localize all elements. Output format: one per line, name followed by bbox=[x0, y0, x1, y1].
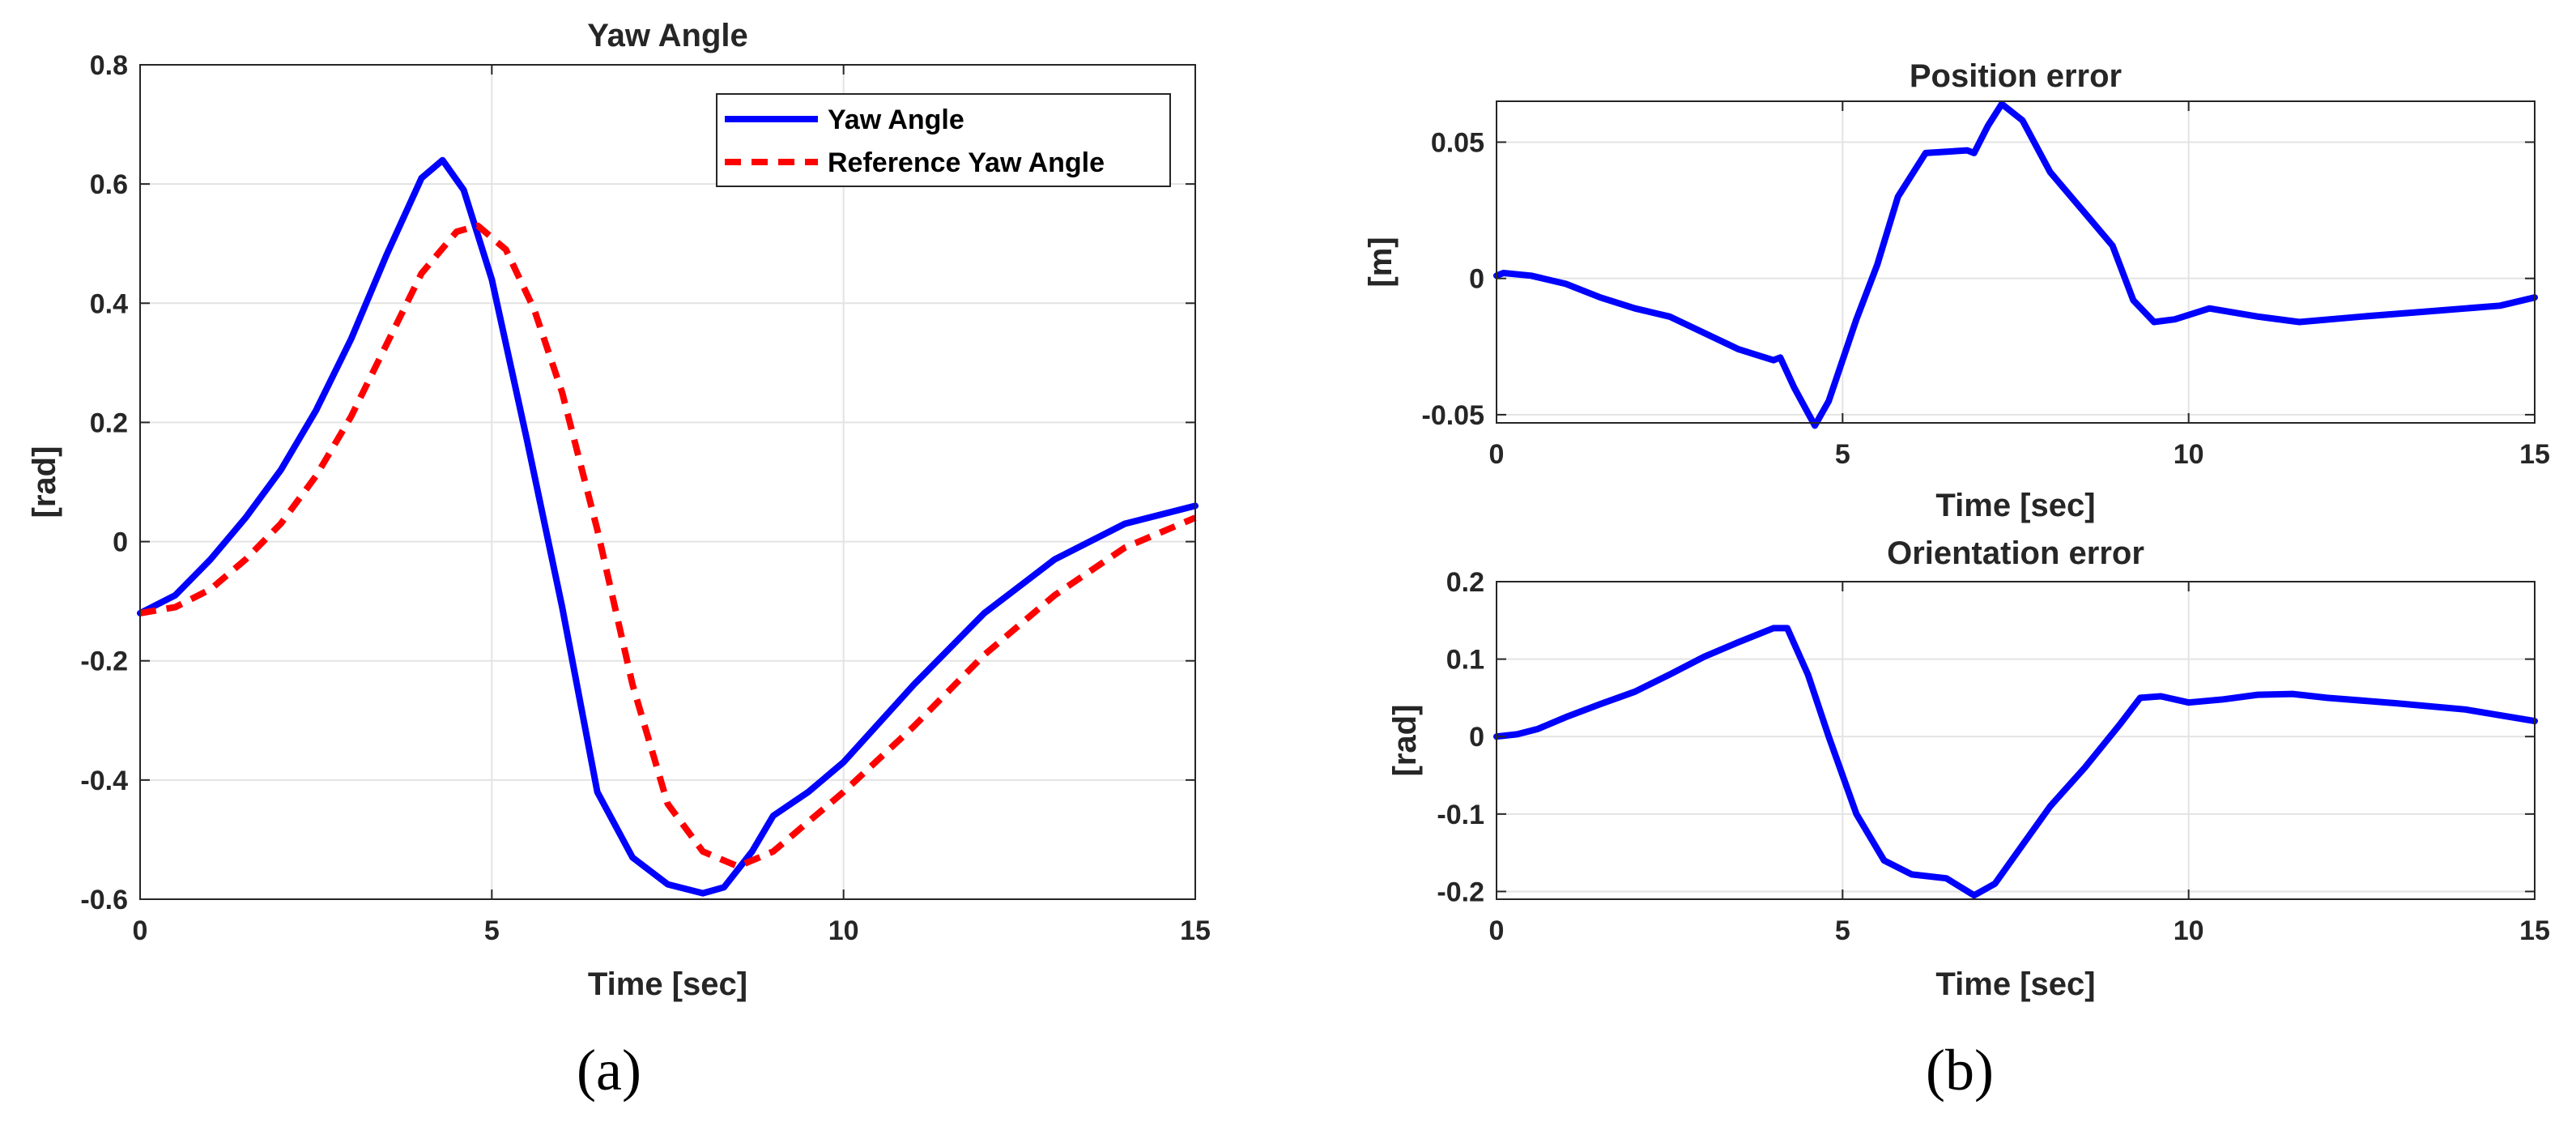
y-tick-label: -0.6 bbox=[80, 885, 128, 915]
y-tick-label: 0 bbox=[1469, 722, 1484, 753]
x-tick-label: 10 bbox=[2174, 439, 2204, 470]
y-tick-label: -0.1 bbox=[1437, 800, 1484, 830]
x-tick-label: 10 bbox=[2174, 915, 2204, 946]
y-tick-label: 0.4 bbox=[90, 288, 128, 319]
x-tick-label: 5 bbox=[1835, 915, 1850, 946]
y-tick-label: 0 bbox=[1469, 264, 1484, 295]
y-axis-label: [rad] bbox=[27, 446, 62, 518]
y-tick-label: 0.8 bbox=[90, 50, 128, 81]
caption-b: (b) bbox=[1926, 1038, 1994, 1103]
caption-a: (a) bbox=[577, 1038, 641, 1103]
y-tick-label: 0.2 bbox=[1446, 567, 1484, 598]
series-yaw-angle-line bbox=[137, 156, 1199, 897]
x-axis-label: Time [sec] bbox=[1935, 966, 2095, 1002]
x-tick-label: 15 bbox=[2519, 439, 2550, 470]
y-tick-label: -0.05 bbox=[1422, 400, 1485, 431]
x-tick-label: 15 bbox=[2519, 915, 2550, 946]
y-tick-label: 0.1 bbox=[1446, 645, 1484, 676]
plot-title: Yaw Angle bbox=[587, 18, 748, 53]
x-axis-label: Time [sec] bbox=[588, 966, 747, 1002]
legend-box bbox=[716, 93, 1171, 187]
axes-box bbox=[139, 64, 1196, 900]
plot-title: Orientation error bbox=[1887, 535, 2144, 571]
x-axis-label: Time [sec] bbox=[1935, 488, 2095, 523]
yaw-angle-plot: 0 5 10 15 -0.6 -0.4 -0.2 0 0.2 0.4 0.6 0.8 Yaw Angl… bbox=[27, 18, 1211, 1002]
axes-box bbox=[1496, 581, 2536, 900]
y-tick-label: 0.05 bbox=[1431, 127, 1484, 158]
y-axis-label: [m] bbox=[1363, 237, 1399, 287]
legend-label-yaw-angle: Yaw Angle bbox=[828, 105, 964, 135]
y-tick-label: -0.4 bbox=[80, 766, 128, 796]
y-tick-label: 0.2 bbox=[90, 407, 128, 438]
plot-area bbox=[140, 65, 1195, 899]
x-tick-label: 15 bbox=[1180, 915, 1211, 946]
x-tick-label: 5 bbox=[484, 915, 500, 946]
series-reference-yaw-angle-line bbox=[139, 222, 1197, 870]
series-position-error-line bbox=[1493, 100, 2538, 429]
orientation-error-plot: 0 5 10 15-0.2-0.100.10.2 Orientation error … bbox=[1387, 535, 2550, 1002]
x-tick-label: 0 bbox=[133, 915, 148, 946]
axes-box bbox=[1496, 100, 2536, 424]
x-tick-label: 0 bbox=[1489, 439, 1505, 470]
x-tick-label: 0 bbox=[1489, 915, 1505, 946]
plot-title: Position error bbox=[1910, 58, 2122, 94]
y-tick-label: 0 bbox=[113, 527, 128, 558]
y-axis-label: [rad] bbox=[1387, 705, 1423, 777]
series-orientation-error-line bbox=[1493, 625, 2538, 899]
x-tick-label: 5 bbox=[1835, 439, 1850, 470]
y-tick-label: -0.2 bbox=[1437, 877, 1484, 907]
legend: Yaw Angle Reference Yaw Angle bbox=[716, 93, 1171, 187]
legend-label-reference-yaw-angle: Reference Yaw Angle bbox=[828, 147, 1105, 178]
plot-area bbox=[1497, 582, 2535, 899]
x-tick-label: 10 bbox=[828, 915, 859, 946]
y-tick-label: -0.2 bbox=[80, 646, 128, 677]
plot-area bbox=[1497, 101, 2535, 423]
y-tick-label: 0.6 bbox=[90, 169, 128, 200]
